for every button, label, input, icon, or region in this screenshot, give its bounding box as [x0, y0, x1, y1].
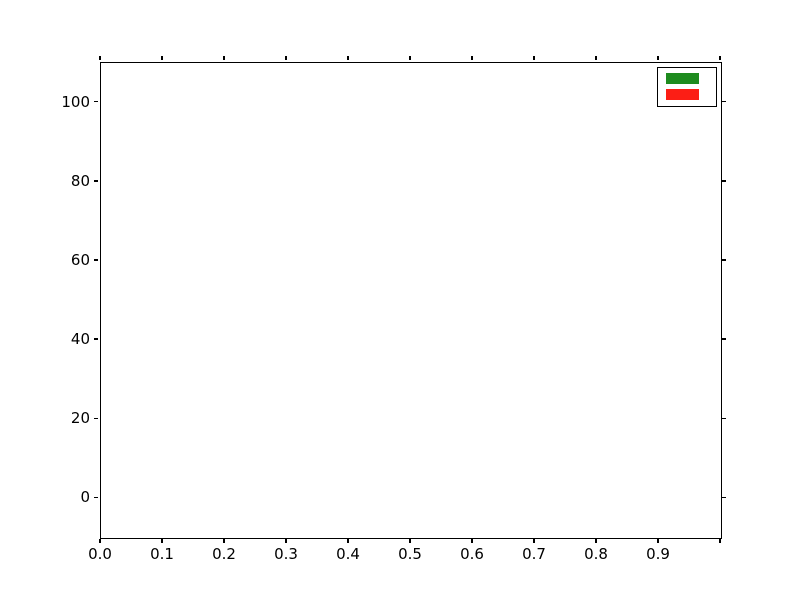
- x-tick-mark-top: [595, 56, 597, 61]
- x-tick-mark-top: [99, 56, 101, 61]
- x-tick-mark-top: [409, 56, 411, 61]
- y-tick-mark: [94, 100, 99, 103]
- x-tick-label: 0.7: [522, 545, 546, 563]
- x-tick-label: 0.0: [88, 545, 112, 563]
- bar-labels-layer: [101, 63, 721, 538]
- x-tick-mark: [409, 538, 411, 543]
- y-tick-mark: [94, 496, 99, 499]
- y-tick-mark-right: [721, 338, 726, 340]
- legend-swatch-tp-icon: [666, 73, 699, 84]
- legend-swatch-fp-icon: [666, 89, 699, 100]
- y-tick-mark: [94, 259, 99, 261]
- x-tick-mark: [595, 538, 597, 543]
- x-tick-mark: [161, 538, 163, 543]
- x-tick-mark-top: [719, 56, 721, 61]
- x-tick-mark: [223, 538, 225, 543]
- y-tick-mark-right: [721, 417, 726, 419]
- x-tick-mark-top: [223, 56, 225, 61]
- x-tick-mark-top: [657, 56, 659, 61]
- x-tick-mark: [533, 538, 535, 543]
- y-tick-mark: [94, 338, 99, 340]
- x-tick-mark: [347, 538, 349, 543]
- x-tick-label: 0.9: [646, 545, 670, 563]
- x-tick-label: 0.2: [212, 545, 236, 563]
- x-tick-mark-top: [347, 56, 349, 61]
- legend-item-fp: [666, 89, 708, 100]
- x-tick-label: 0.4: [336, 545, 360, 563]
- y-tick-label: 80: [70, 171, 90, 190]
- y-tick-mark: [94, 417, 99, 419]
- x-tick-label: 0.6: [460, 545, 484, 563]
- y-tick-label: 40: [70, 330, 90, 349]
- y-tick-label: 60: [70, 250, 90, 269]
- y-tick-label: 20: [70, 409, 90, 428]
- x-tick-mark: [657, 538, 659, 543]
- x-tick-mark-top: [471, 56, 473, 61]
- x-tick-label: 0.1: [150, 545, 174, 563]
- y-tick-label: 0: [80, 488, 90, 507]
- y-tick-mark: [94, 180, 99, 182]
- x-tick-mark: [285, 538, 287, 543]
- y-tick-mark-right: [721, 100, 726, 103]
- x-tick-mark-top: [161, 56, 163, 61]
- x-tick-mark-top: [533, 56, 535, 61]
- x-tick-mark-top: [285, 56, 287, 61]
- x-tick-mark: [99, 538, 101, 543]
- y-tick-mark-right: [721, 496, 726, 499]
- plot-area: [100, 62, 722, 539]
- y-tick-mark-right: [721, 259, 726, 261]
- x-tick-label: 0.3: [274, 545, 298, 563]
- x-tick-label: 0.5: [398, 545, 422, 563]
- y-tick-mark-right: [721, 180, 726, 182]
- x-tick-label: 0.8: [584, 545, 608, 563]
- legend: [657, 67, 717, 107]
- y-tick-label: 100: [61, 92, 90, 111]
- legend-item-tp: [666, 73, 708, 84]
- x-tick-mark: [471, 538, 473, 543]
- x-tick-mark: [719, 538, 721, 543]
